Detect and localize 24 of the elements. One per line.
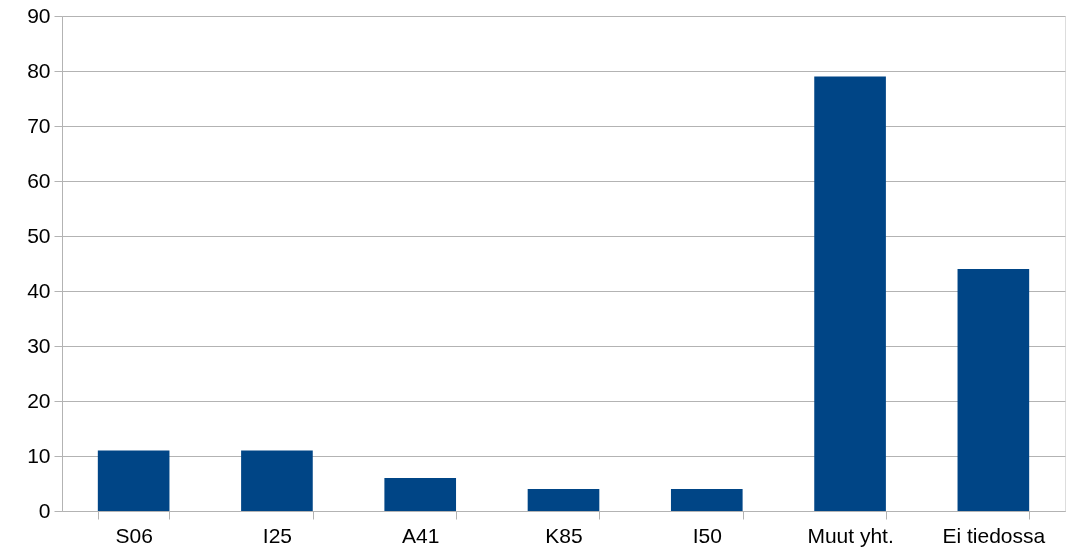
bar (814, 76, 886, 511)
y-tick-label: 30 (27, 333, 51, 357)
bar (241, 450, 313, 511)
x-tick-label: S06 (115, 523, 153, 547)
bar (527, 489, 600, 511)
bar (670, 489, 743, 511)
y-tick-label: 60 (27, 168, 51, 192)
y-tick-label: 80 (27, 58, 51, 82)
y-tick-label: 90 (27, 3, 51, 27)
x-tick-label: I25 (262, 523, 293, 547)
y-tick-label: 40 (27, 278, 51, 302)
x-tick-label: A41 (402, 523, 440, 547)
bar (97, 450, 170, 511)
y-tick-label: 10 (27, 443, 51, 467)
x-tick-label: I50 (692, 523, 722, 547)
y-tick-label: 50 (27, 223, 51, 247)
x-tick-label: K85 (545, 523, 583, 547)
y-tick-label: 70 (27, 113, 51, 137)
x-tick-label: Ei tiedossa (942, 523, 1046, 547)
bar (384, 478, 457, 511)
y-tick-label: 20 (27, 388, 51, 412)
y-tick-label: 0 (38, 498, 51, 522)
bar (957, 269, 1030, 511)
x-tick-label: Muut yht. (807, 523, 894, 547)
